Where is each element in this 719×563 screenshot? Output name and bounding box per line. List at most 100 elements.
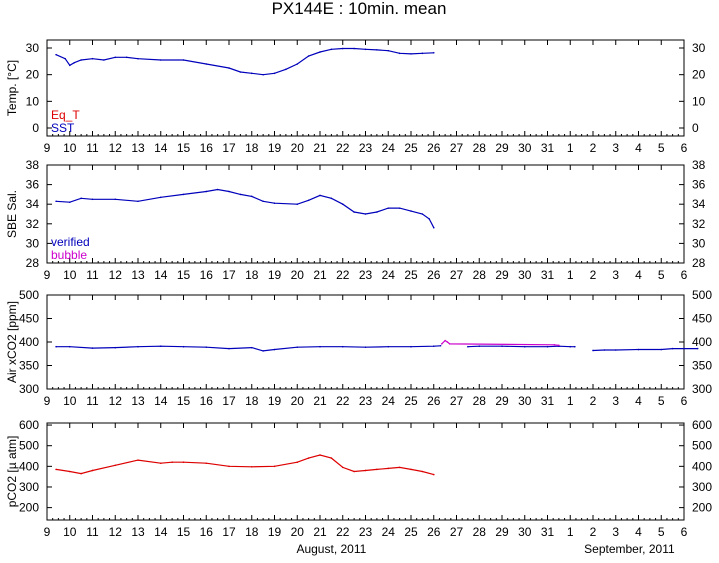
x-tick-label: 20: [291, 268, 305, 282]
x-tick-label: 24: [382, 394, 396, 408]
x-tick-label: 13: [131, 141, 145, 155]
series-bubble: [440, 339, 560, 347]
y-axis-label: Temp. [°C]: [5, 60, 19, 116]
x-tick-label: 28: [473, 141, 487, 155]
x-tick-label: 22: [336, 394, 350, 408]
x-tick-label: 29: [495, 394, 509, 408]
x-tick-label: 19: [268, 141, 282, 155]
x-tick-label: 31: [541, 394, 555, 408]
x-tick-label: 6: [681, 525, 688, 539]
x-tick-label: 9: [44, 141, 51, 155]
x-tick-label: 17: [222, 525, 236, 539]
x-tick-label: 21: [313, 268, 327, 282]
y-tick-label-right: 36: [692, 178, 706, 192]
y-tick-label-left: 500: [19, 439, 39, 453]
x-tick-label: 27: [450, 268, 464, 282]
y-tick-label-left: 28: [26, 256, 40, 270]
x-tick-label: 4: [635, 268, 642, 282]
panel-salinity: 9 10 11 12 13 14 15 16 17 18 19 20 21 22 23 24 25 26 27 28 2…: [5, 158, 706, 282]
y-tick-label-right: 200: [692, 501, 712, 515]
x-tick-label: 24: [382, 268, 396, 282]
x-tick-label: 12: [109, 268, 123, 282]
x-tick-label: 29: [495, 268, 509, 282]
series-line: [592, 348, 698, 352]
x-tick-label: 26: [427, 268, 441, 282]
legend-entry: SST: [51, 121, 75, 135]
y-tick-label-left: 300: [19, 480, 39, 494]
y-tick-label-right: 350: [692, 359, 712, 373]
y-tick-label-left: 10: [26, 94, 40, 108]
x-tick-label: 6: [681, 268, 688, 282]
x-tick-label: 30: [518, 141, 532, 155]
legend-entry: bubble: [51, 248, 87, 262]
panel-air-xco2: 9 10 11 12 13 14 15 16 17 18 19 20 21 22 23 24 25 26 27 28 2…: [5, 288, 712, 408]
x-tick-label: 10: [63, 394, 77, 408]
x-tick-label: 23: [359, 141, 373, 155]
x-tick-label: 20: [291, 525, 305, 539]
x-tick-label: 27: [450, 141, 464, 155]
x-tick-label: 21: [313, 525, 327, 539]
y-tick-label-right: 0: [692, 121, 699, 135]
y-tick-label-right: 20: [692, 68, 706, 82]
x-tick-label: 9: [44, 525, 51, 539]
x-tick-label: 20: [291, 141, 305, 155]
y-tick-label-left: 34: [26, 197, 40, 211]
y-tick-label-left: 400: [19, 459, 39, 473]
y-tick-label-left: 0: [32, 121, 39, 135]
x-tick-label: 27: [450, 525, 464, 539]
series-verified: [55, 344, 699, 352]
x-tick-label: 16: [200, 525, 214, 539]
x-tick-label: 3: [612, 525, 619, 539]
y-tick-label-right: 500: [692, 288, 712, 302]
series-line: [441, 339, 559, 346]
y-tick-label-right: 30: [692, 236, 706, 250]
x-tick-label: 24: [382, 525, 396, 539]
x-tick-label: 5: [658, 141, 665, 155]
legend-entry: Eq_T: [51, 108, 80, 122]
x-tick-label: 17: [222, 268, 236, 282]
y-tick-label-left: 350: [19, 359, 39, 373]
y-axis-label: pCO2 [µ atm]: [5, 436, 19, 508]
x-tick-label: 12: [109, 394, 123, 408]
month-label: August, 2011: [296, 542, 366, 556]
plot-frame: [46, 294, 685, 390]
x-tick-label: 6: [681, 394, 688, 408]
series-line: [55, 47, 434, 76]
y-tick-label-right: 400: [692, 335, 712, 349]
x-tick-label: 25: [404, 268, 418, 282]
x-tick-label: 23: [359, 525, 373, 539]
x-tick-label: 11: [86, 268, 99, 282]
x-tick-label: 4: [635, 394, 642, 408]
x-tick-label: 22: [336, 141, 350, 155]
x-tick-label: 31: [541, 141, 555, 155]
x-tick-label: 23: [359, 394, 373, 408]
y-tick-label-left: 30: [26, 236, 40, 250]
x-tick-label: 5: [658, 268, 665, 282]
x-tick-label: 2: [590, 394, 597, 408]
y-tick-label-right: 38: [692, 158, 706, 172]
month-label: September, 2011: [584, 542, 675, 556]
y-tick-label-left: 200: [19, 501, 39, 515]
x-tick-label: 30: [518, 525, 532, 539]
y-tick-label-left: 36: [26, 178, 40, 192]
x-tick-label: 9: [44, 268, 51, 282]
series-line: [56, 454, 434, 476]
series-line: [56, 188, 435, 228]
x-tick-label: 21: [313, 394, 327, 408]
x-tick-label: 14: [154, 268, 168, 282]
y-tick-label-left: 300: [19, 382, 39, 396]
x-tick-label: 18: [245, 141, 259, 155]
x-tick-label: 2: [590, 141, 597, 155]
y-tick-label-left: 400: [19, 335, 39, 349]
x-tick-label: 27: [450, 394, 464, 408]
x-tick-label: 15: [177, 141, 191, 155]
x-tick-label: 15: [177, 394, 191, 408]
x-tick-label: 1: [567, 525, 574, 539]
x-tick-label: 19: [268, 394, 282, 408]
x-tick-label: 29: [495, 141, 509, 155]
x-tick-label: 23: [359, 268, 373, 282]
x-tick-label: 11: [86, 525, 99, 539]
x-tick-label: 5: [658, 394, 665, 408]
y-tick-label-left: 500: [19, 288, 39, 302]
